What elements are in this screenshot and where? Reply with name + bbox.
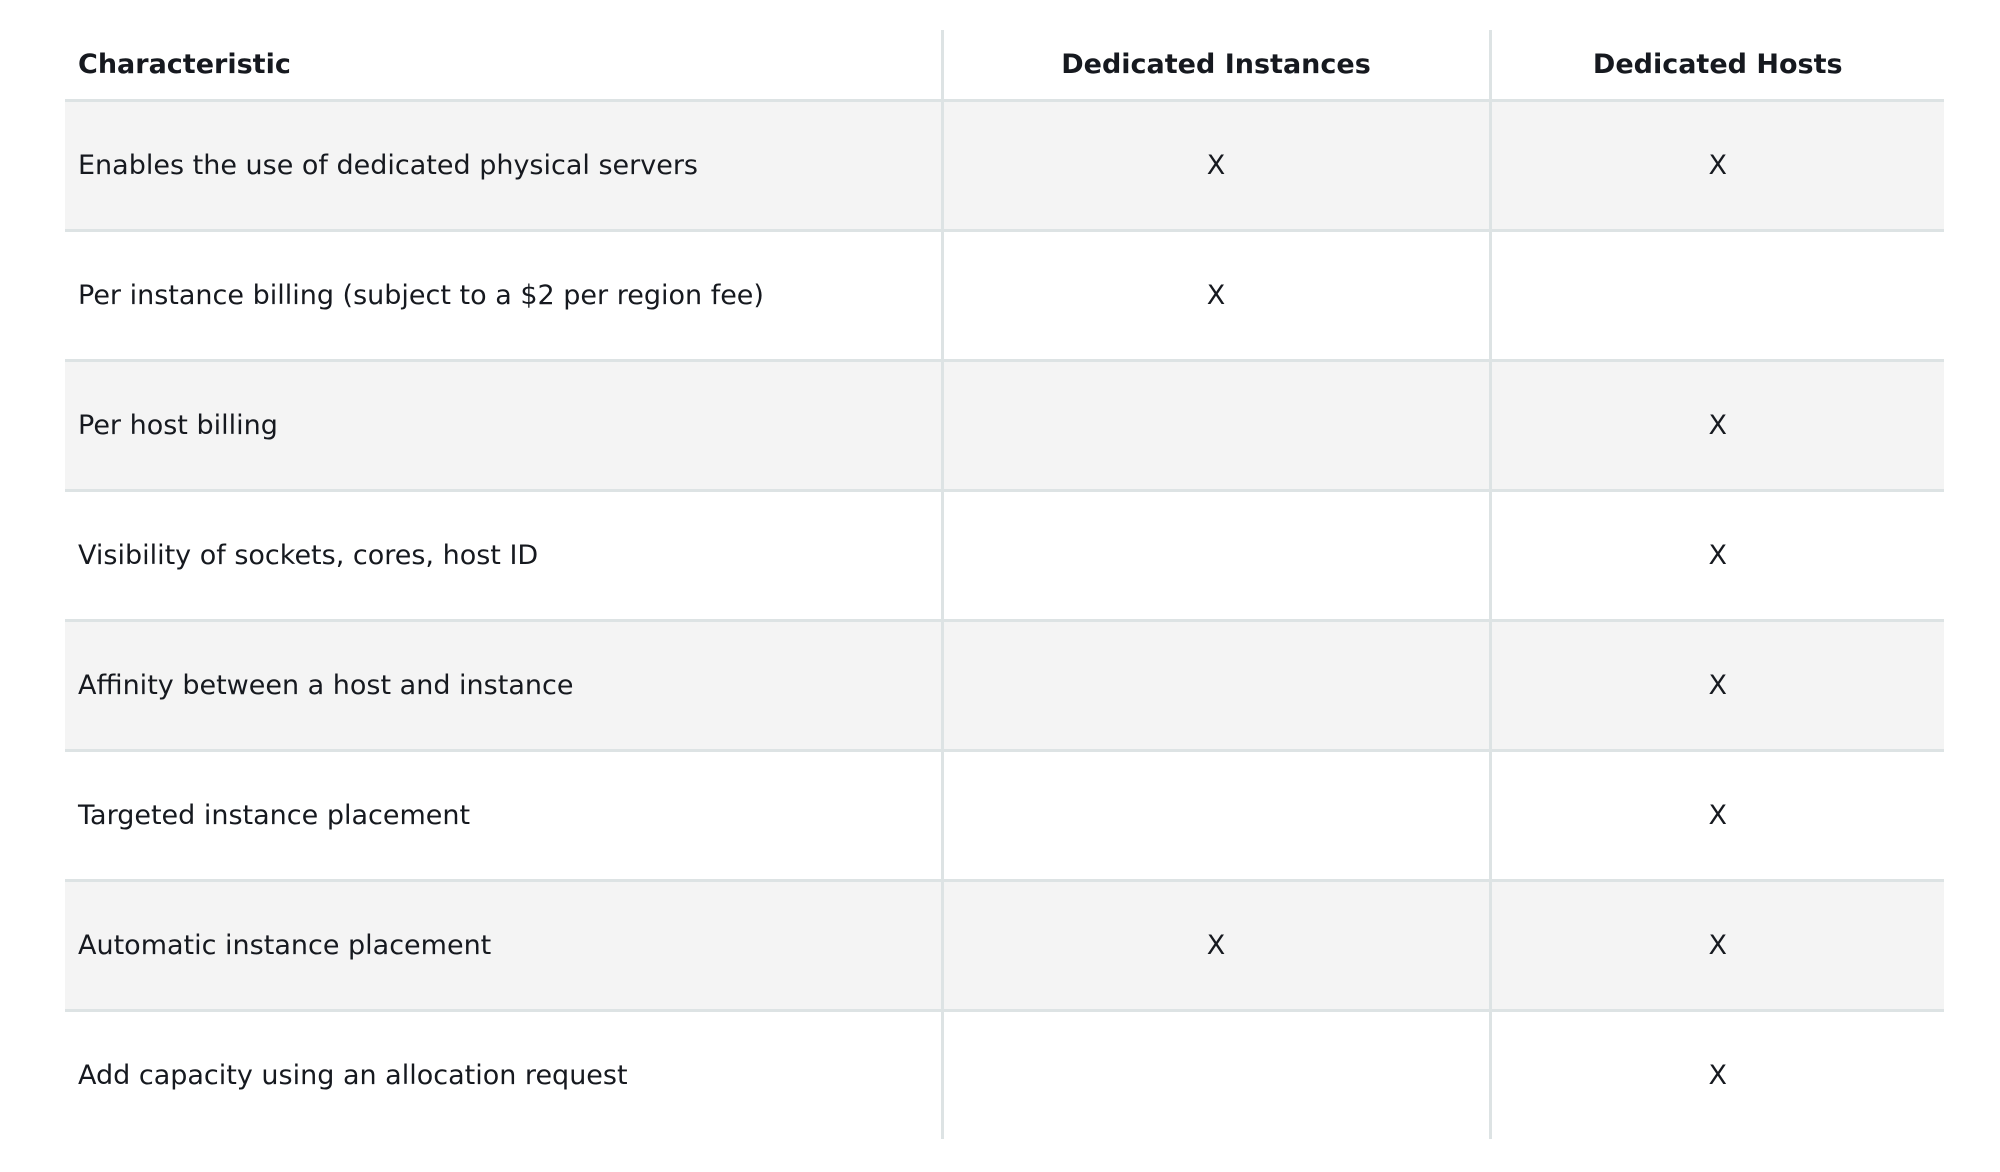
cell-characteristic: Visibility of sockets, cores, host ID xyxy=(65,490,942,622)
cell-dedicated-hosts: X xyxy=(1488,1010,1944,1139)
cell-dedicated-instances: X xyxy=(940,100,1490,232)
header-dedicated-instances: Dedicated Instances xyxy=(940,30,1490,102)
cell-characteristic: Affinity between a host and instance xyxy=(65,620,942,752)
table-row: Per instance billing (subject to a $2 pe… xyxy=(65,230,1944,362)
table-row: Enables the use of dedicated physical se… xyxy=(65,100,1944,232)
table-header-row: Characteristic Dedicated Instances Dedic… xyxy=(65,30,1944,102)
cell-dedicated-hosts: X xyxy=(1488,620,1944,752)
table-row: Add capacity using an allocation request… xyxy=(65,1010,1944,1139)
comparison-table: Characteristic Dedicated Instances Dedic… xyxy=(65,30,1944,1139)
cell-dedicated-instances: X xyxy=(940,880,1490,1012)
cell-dedicated-instances xyxy=(940,1010,1490,1139)
cell-dedicated-instances xyxy=(940,750,1490,882)
cell-characteristic: Add capacity using an allocation request xyxy=(65,1010,942,1139)
table-row: Visibility of sockets, cores, host ID X xyxy=(65,490,1944,622)
cell-dedicated-hosts: X xyxy=(1488,360,1944,492)
cell-dedicated-instances xyxy=(940,360,1490,492)
cell-dedicated-instances xyxy=(940,490,1490,622)
header-characteristic: Characteristic xyxy=(65,30,942,102)
cell-dedicated-instances xyxy=(940,620,1490,752)
cell-dedicated-hosts: X xyxy=(1488,750,1944,882)
table-row: Automatic instance placement X X xyxy=(65,880,1944,1012)
table-row: Targeted instance placement X xyxy=(65,750,1944,882)
cell-characteristic: Automatic instance placement xyxy=(65,880,942,1012)
cell-dedicated-hosts xyxy=(1488,230,1944,362)
cell-characteristic: Per host billing xyxy=(65,360,942,492)
table-row: Affinity between a host and instance X xyxy=(65,620,1944,752)
cell-characteristic: Per instance billing (subject to a $2 pe… xyxy=(65,230,942,362)
cell-dedicated-instances: X xyxy=(940,230,1490,362)
cell-dedicated-hosts: X xyxy=(1488,880,1944,1012)
table-row: Per host billing X xyxy=(65,360,1944,492)
cell-dedicated-hosts: X xyxy=(1488,490,1944,622)
comparison-table-container: Characteristic Dedicated Instances Dedic… xyxy=(65,30,1944,1139)
cell-characteristic: Enables the use of dedicated physical se… xyxy=(65,100,942,232)
cell-dedicated-hosts: X xyxy=(1488,100,1944,232)
cell-characteristic: Targeted instance placement xyxy=(65,750,942,882)
header-dedicated-hosts: Dedicated Hosts xyxy=(1488,30,1944,102)
